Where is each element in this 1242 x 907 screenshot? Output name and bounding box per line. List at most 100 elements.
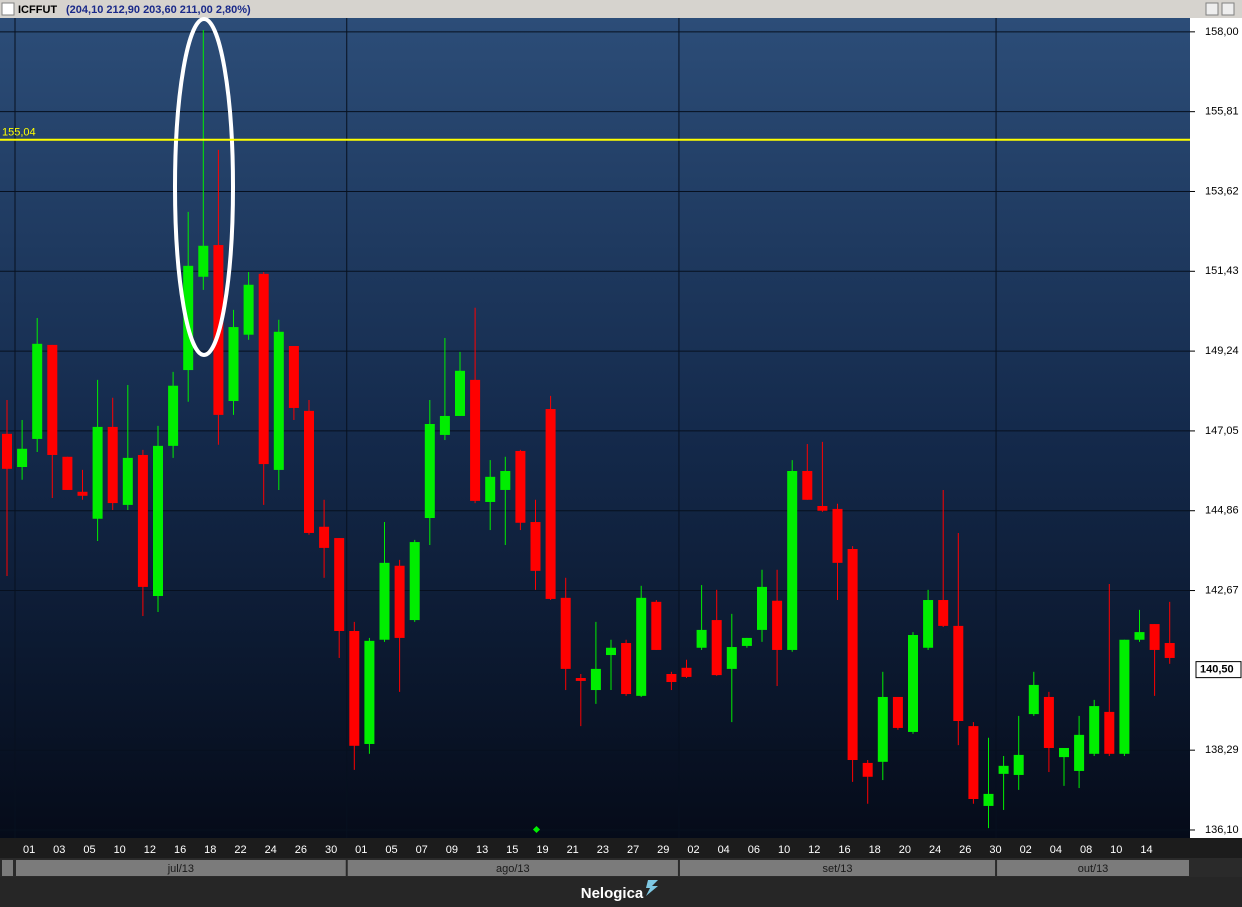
candle-body [1164,643,1175,658]
candle-body [1028,684,1039,715]
x-tick-label: 13 [476,844,488,856]
x-tick-label: 12 [144,844,156,856]
candle-body [802,471,813,500]
candle-body [575,678,586,681]
x-tick-label: 27 [627,844,639,856]
candle-body [47,344,58,455]
x-tick-label: 10 [114,844,126,856]
month-label: jul/13 [167,863,194,875]
x-tick-label: 15 [506,844,518,856]
x-tick-label: 30 [989,844,1001,856]
candle-body [424,423,435,519]
y-tick-label: 155,81 [1205,106,1239,118]
candle-body [349,630,360,746]
candle-body [439,415,450,435]
candle-body [1013,754,1024,775]
x-tick-label: 05 [385,844,397,856]
window-icon [1,2,15,16]
y-tick-label: 151,43 [1205,265,1239,277]
candle-body [62,456,73,490]
last-price-label: 140,50 [1200,664,1234,676]
candle-body [877,696,888,762]
x-tick-label: 24 [265,844,277,856]
x-tick-label: 16 [174,844,186,856]
candle-body [455,370,465,416]
x-tick-label: 10 [778,844,790,856]
candle-body [1043,696,1054,748]
x-axis-panel [0,838,1242,858]
candle-body [998,765,1009,774]
x-tick-label: 02 [1020,844,1032,856]
candle-body [153,445,163,597]
candle-body [817,505,828,511]
month-segment [2,860,13,876]
footer [0,877,1242,907]
x-tick-label: 01 [355,844,367,856]
x-tick-label: 26 [295,844,307,856]
brand-icon [646,880,658,896]
candle-body [938,600,949,626]
month-segment [347,860,678,876]
x-tick-label: 22 [234,844,246,856]
x-tick-label: 05 [83,844,95,856]
candle-body [892,696,903,728]
close-button[interactable] [1221,2,1235,16]
month-label: out/13 [1078,863,1109,875]
candle-body [1104,711,1115,754]
candle-body [606,647,616,656]
candle-body [92,426,103,519]
candle-body [1119,639,1130,754]
candle-body [273,331,284,470]
candle-body [258,273,269,465]
highlight-oval [173,17,235,357]
x-tick-label: 18 [869,844,881,856]
y-tick-label: 144,86 [1205,505,1239,517]
x-tick-label: 12 [808,844,820,856]
x-tick-label: 08 [1080,844,1092,856]
candle-body [1089,706,1100,754]
candle-body [1059,747,1069,758]
x-tick-label: 29 [657,844,669,856]
candle-body [621,643,632,695]
candle-body [847,548,858,761]
candle-body [500,471,511,490]
x-tick-label: 07 [416,844,428,856]
x-tick-label: 10 [1110,844,1122,856]
candle-body [636,597,647,696]
candle-body [122,457,133,505]
month-segment [679,860,996,876]
candle-body [696,629,707,648]
quote: (204,10 212,90 203,60 211,00 2,80%) [66,4,251,16]
level-label: 155,04 [2,127,36,139]
month-label: ago/13 [496,863,530,875]
restore-button[interactable] [1205,2,1219,16]
candle-body [772,600,783,650]
candle-body [545,409,556,599]
candle-body [968,726,979,800]
x-tick-label: 20 [899,844,911,856]
candle-body [726,647,737,669]
candle-body [832,508,843,563]
candle-body [908,635,918,732]
y-axis-panel [1190,18,1242,838]
x-tick-label: 18 [204,844,216,856]
x-tick-label: 03 [53,844,65,856]
x-tick-label: 16 [838,844,850,856]
x-tick-label: 26 [959,844,971,856]
y-tick-label: 142,67 [1205,584,1239,596]
candle-body [530,522,541,571]
candle-body [470,379,481,501]
candle-body [651,601,662,650]
candle-body [1074,734,1085,771]
candle-body [394,565,405,638]
x-tick-label: 04 [1050,844,1062,856]
y-tick-label: 136,10 [1205,824,1239,836]
x-tick-label: 01 [23,844,35,856]
candle-body [183,265,194,371]
title-bar [0,0,1242,18]
x-tick-label: 06 [748,844,760,856]
candle-body [485,476,496,502]
brand: Nelogica [581,885,644,902]
candle-body [17,448,28,467]
